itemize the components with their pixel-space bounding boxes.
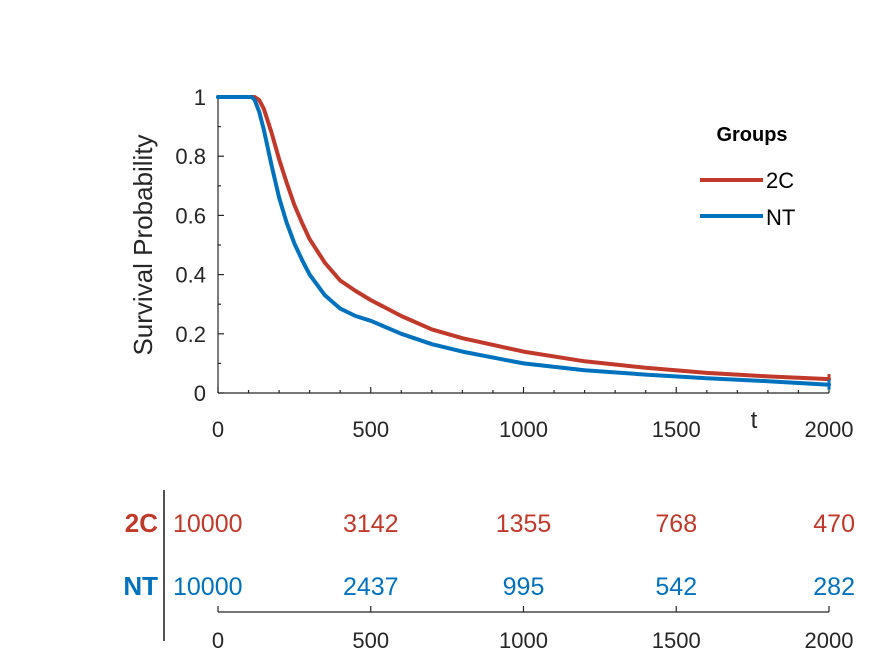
y-tick-label-0-4: 0.4 [175,263,206,288]
risk-x-tick-label-0: 0 [212,628,224,653]
y-tick-label-0-8: 0.8 [175,144,206,169]
risk-x-tick-label-1000: 1000 [499,628,548,653]
y-ticks: 0 0.2 0.4 0.6 0.8 1 [175,85,224,406]
x-tick-label-2000: 2000 [805,417,854,442]
y-tick-label-0-6: 0.6 [175,203,206,228]
legend-label-2c: 2C [766,168,794,193]
x-axis-label: t [751,407,758,434]
x-tick-label-1000: 1000 [499,417,548,442]
risk-row-name-2c: 2C [125,508,158,538]
x-tick-label-1500: 1500 [652,417,701,442]
y-axis-label: Survival Probability [128,134,158,355]
risk-value-nt-0: 10000 [173,573,243,601]
y-tick-label-0: 0 [194,381,206,406]
y-tick-label-0-2: 0.2 [175,322,206,347]
legend-label-nt: NT [766,205,795,230]
x-ticks: 0 500 1000 1500 2000 [212,387,854,442]
risk-value-nt-2000: 282 [813,573,855,601]
risk-x-tick-label-500: 500 [352,628,389,653]
y-tick-label-1: 1 [194,85,206,110]
risk-value-2c-1500: 768 [655,510,697,538]
risk-value-2c-500: 3142 [343,510,399,538]
risk-value-2c-0: 10000 [173,510,243,538]
series-lines [216,95,831,390]
x-tick-label-500: 500 [352,417,389,442]
risk-value-nt-500: 2437 [343,573,399,601]
risk-value-nt-1500: 542 [655,573,697,601]
risk-value-2c-1000: 1355 [496,510,552,538]
risk-x-tick-label-1500: 1500 [652,628,701,653]
legend-title: Groups [716,124,787,146]
legend: Groups 2C NT [700,124,795,230]
risk-x-ticks: 0 500 1000 1500 2000 [212,606,854,653]
x-tick-label-0: 0 [212,417,224,442]
series-line-nt [216,95,831,387]
risk-table: 2C 10000 3142 1355 768 470 NT 10000 2437 995 542 28… [123,508,855,601]
risk-x-tick-label-2000: 2000 [805,628,854,653]
risk-row-name-nt: NT [123,571,158,601]
series-line-2c [216,95,831,382]
risk-value-2c-2000: 470 [813,510,855,538]
risk-value-nt-1000: 995 [503,573,545,601]
